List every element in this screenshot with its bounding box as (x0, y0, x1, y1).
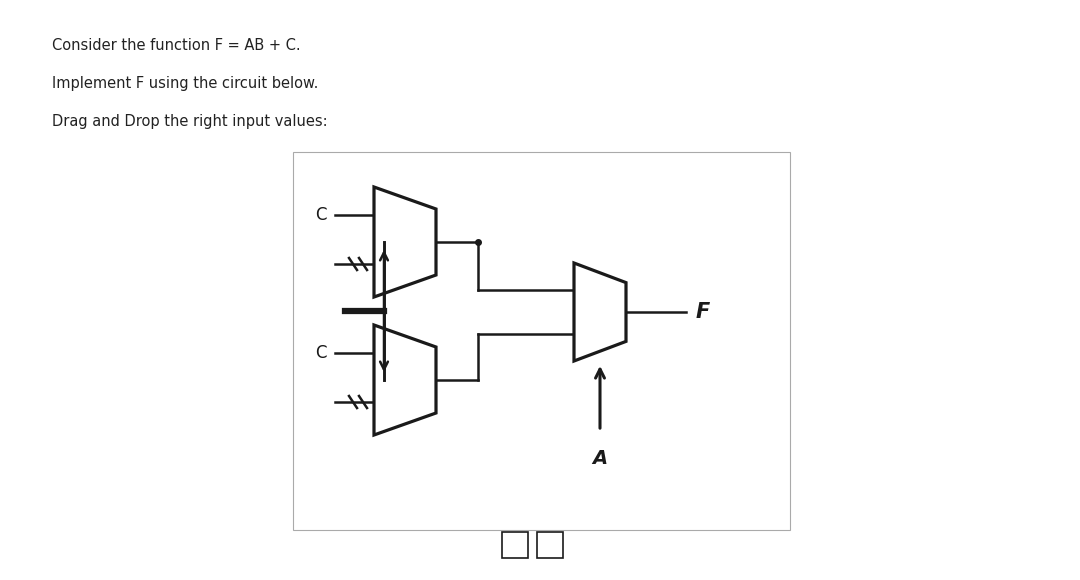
Bar (502, 532, 528, 558)
Polygon shape (573, 263, 626, 361)
Text: F: F (696, 302, 711, 322)
Bar (537, 532, 563, 558)
Polygon shape (374, 325, 436, 435)
Bar (293, 152, 789, 530)
Polygon shape (374, 187, 436, 297)
Text: Drag and Drop the right input values:: Drag and Drop the right input values: (52, 114, 327, 129)
Text: Implement F using the circuit below.: Implement F using the circuit below. (52, 76, 319, 91)
Text: Consider the function F = AB + C.: Consider the function F = AB + C. (52, 38, 300, 53)
Text: A: A (593, 449, 608, 468)
Text: C: C (315, 343, 327, 361)
Text: B: B (511, 538, 519, 552)
Text: C: C (545, 538, 554, 552)
Text: C: C (315, 205, 327, 223)
